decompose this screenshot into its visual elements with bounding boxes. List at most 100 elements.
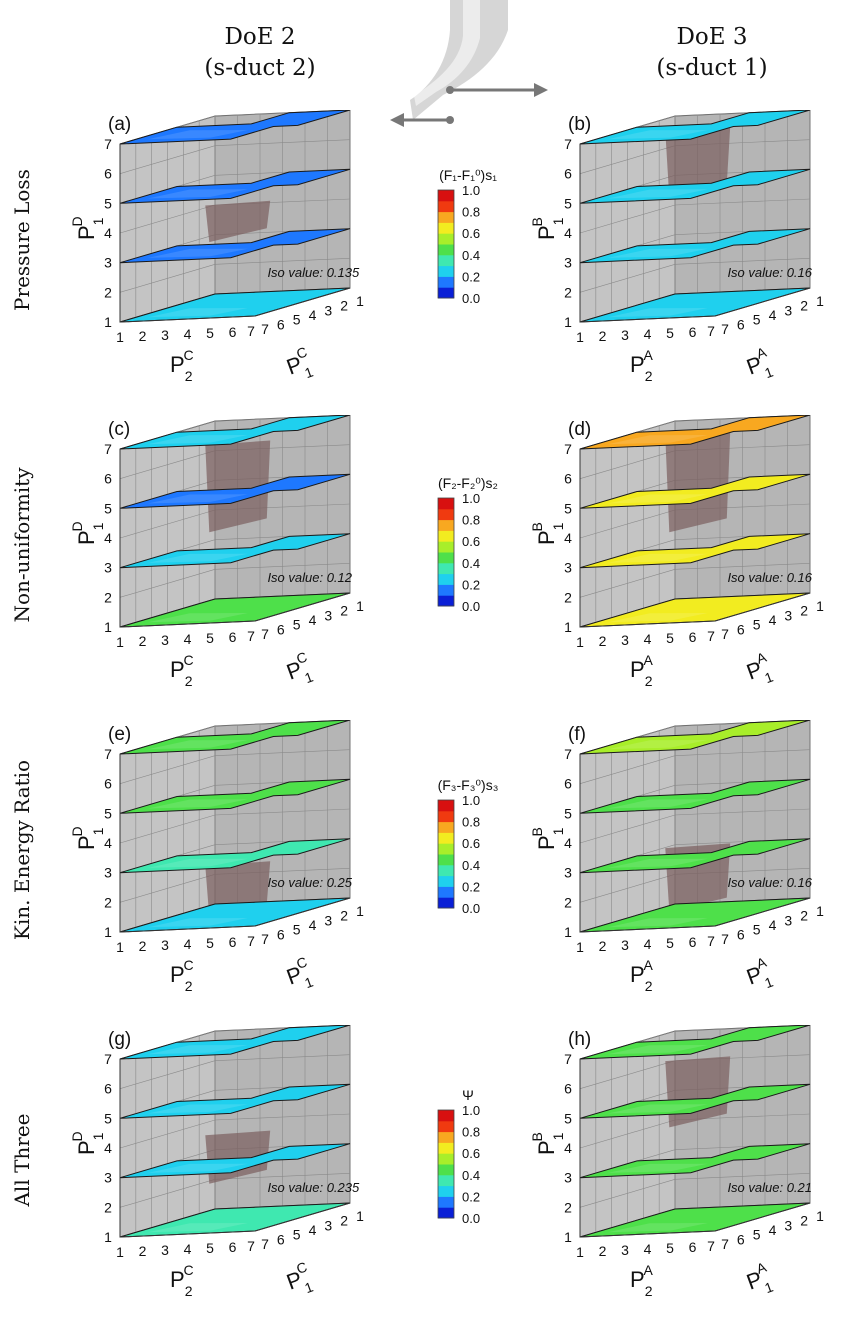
box-edge	[119, 449, 256, 628]
front-tick-label: 2	[139, 938, 147, 954]
svg-text:P1A: P1A	[741, 953, 776, 996]
side-tick-label: 3	[784, 912, 792, 928]
side-axis-title: P1C	[283, 953, 315, 991]
box-edge	[254, 287, 351, 317]
box-edge	[579, 1059, 716, 1238]
box-edge	[119, 1059, 256, 1238]
column-title: DoE 3	[676, 24, 748, 50]
side-tick-label: 2	[340, 908, 348, 924]
colorbar-tick-label: 0.0	[462, 599, 480, 613]
front-tick-label: 4	[184, 936, 192, 952]
contour-band	[607, 918, 708, 928]
colorbar-frame	[437, 799, 455, 909]
iso-value-label: Iso value: 0.235	[267, 1180, 360, 1195]
colorbar-segment	[438, 1174, 454, 1187]
colorbar-segment	[438, 254, 454, 267]
contour-band	[607, 1223, 708, 1233]
panel-tag: (d)	[568, 419, 591, 440]
svg-text:P1D: P1D	[70, 216, 106, 240]
front-tick-label: 5	[666, 630, 674, 646]
slice-plane	[119, 533, 351, 569]
slice-plane	[119, 110, 351, 145]
contour-band	[607, 858, 708, 868]
side-tick-label: 4	[309, 307, 317, 323]
slice-plane	[579, 228, 811, 264]
z-tick-label: 6	[564, 471, 572, 487]
z-tick-label: 7	[564, 1051, 572, 1067]
vertical-axis-title: P1D	[70, 826, 106, 850]
z-tick-label: 6	[104, 1081, 112, 1097]
side-tick-label: 6	[737, 621, 745, 637]
isosurface	[665, 431, 731, 533]
side-tick-label: 5	[293, 617, 301, 633]
column-title: DoE 2	[224, 24, 296, 50]
colorbar-segment	[438, 498, 454, 510]
panel-tag: (g)	[108, 1029, 131, 1050]
colorbar-tick-label: 0.6	[462, 836, 480, 851]
z-tick-label: 3	[104, 255, 112, 271]
vertical-axis-title: P1B	[530, 1132, 566, 1155]
isosurface	[205, 440, 271, 533]
colorbar-segment	[438, 1164, 454, 1176]
front-tick-label: 6	[229, 934, 237, 950]
colorbar-tick-label: 0.2	[462, 577, 480, 592]
z-tick-label: 4	[104, 225, 112, 241]
slice-plane	[119, 778, 351, 814]
colorbar-tick-label: 0.4	[462, 248, 480, 263]
colorbar-title: (F₂-F₂⁰)s₂	[438, 475, 498, 491]
panel-tag: (e)	[108, 724, 131, 745]
z-tick-label: 5	[104, 805, 112, 821]
side-tick-label: 4	[769, 917, 777, 933]
colorbar-segment	[438, 1110, 454, 1122]
colorbar-segment	[438, 584, 454, 596]
colorbar-all-three: Ψ1.0 0.8 0.6 0.4 0.2 0.0	[437, 1087, 480, 1225]
iso-value-label: Iso value: 0.16	[727, 265, 812, 280]
svg-text:P2C: P2C	[170, 347, 194, 384]
front-tick-label: 6	[229, 629, 237, 645]
contour-band	[607, 308, 708, 318]
colorbar-tick-label: 0.0	[462, 901, 480, 915]
side-axis-title: P1A	[743, 1258, 775, 1296]
side-tick-label: 7	[721, 626, 729, 642]
colorbar-tick-label: 0.4	[462, 858, 480, 873]
front-tick-label: 7	[707, 323, 715, 339]
front-tick-label: 1	[576, 329, 584, 345]
box-edge	[714, 592, 811, 622]
slice-plane	[119, 1025, 351, 1060]
z-tick-label: 4	[564, 1140, 572, 1156]
contour-band	[607, 799, 708, 809]
side-tick-label: 5	[293, 312, 301, 328]
z-tick-label: 6	[564, 776, 572, 792]
front-tick-label: 7	[247, 628, 255, 644]
front-tick-label: 2	[139, 633, 147, 649]
front-tick-label: 7	[247, 323, 255, 339]
z-tick-label: 3	[104, 560, 112, 576]
svg-text:P1B: P1B	[530, 522, 566, 545]
front-tick-label: 6	[229, 324, 237, 340]
iso-value-label: Iso value: 0.21	[727, 1180, 812, 1195]
front-tick-label: 1	[116, 1244, 124, 1260]
svg-text:P1D: P1D	[70, 1131, 106, 1155]
vertical-axis-title: P1B	[530, 522, 566, 545]
side-tick-label: 4	[769, 612, 777, 628]
row-label-kinetic-energy-ratio: Kin. Energy Ratio	[10, 759, 34, 941]
colorbar-segment	[438, 190, 454, 202]
front-tick-label: 6	[689, 934, 697, 950]
front-axis-title: P2A	[630, 957, 653, 994]
svg-text:P1B: P1B	[530, 217, 566, 240]
colorbar-segment	[438, 1120, 454, 1133]
z-tick-label: 3	[104, 1170, 112, 1186]
z-tick-label: 5	[564, 195, 572, 211]
front-tick-label: 7	[247, 933, 255, 949]
side-tick-label: 7	[721, 1236, 729, 1252]
slice-plane	[119, 1083, 351, 1119]
z-tick-label: 4	[564, 530, 572, 546]
colorbar-segment	[438, 276, 454, 288]
contour-band	[607, 435, 708, 445]
z-tick-label: 2	[104, 1199, 112, 1215]
front-tick-label: 4	[644, 631, 652, 647]
slice-plane	[579, 168, 811, 204]
svg-text:P2C: P2C	[170, 957, 194, 994]
